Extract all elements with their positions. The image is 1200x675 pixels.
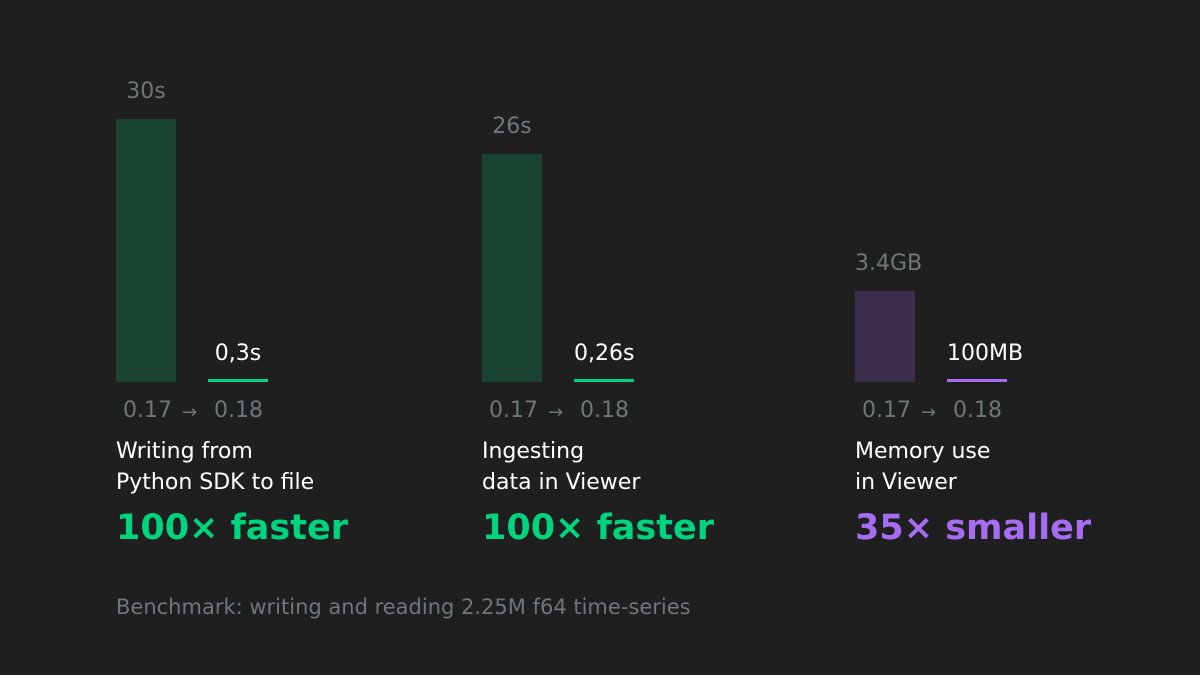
bar-new — [574, 379, 634, 382]
value-label-old: 3.4GB — [855, 251, 923, 276]
version-new: 0.18 — [214, 398, 263, 423]
headline: 35× smaller — [855, 508, 1092, 548]
bar-new — [208, 379, 268, 382]
arrow-icon: → — [921, 402, 937, 423]
headline: 100× faster — [482, 508, 714, 548]
value-label-old: 30s — [126, 79, 166, 104]
value-label-new: 0,3s — [214, 341, 262, 366]
arrow-icon: → — [548, 402, 564, 423]
description-line-1: Writing from — [116, 439, 253, 464]
version-new: 0.18 — [953, 398, 1002, 423]
description-line-2: Python SDK to file — [116, 470, 315, 495]
version-old: 0.17 — [123, 398, 172, 423]
description-line-1: Ingesting — [482, 439, 585, 464]
version-old: 0.17 — [489, 398, 538, 423]
value-label-new: 0,26s — [574, 341, 635, 366]
headline: 100× faster — [116, 508, 348, 548]
description-line-1: Memory use — [855, 439, 991, 464]
description-line-2: data in Viewer — [482, 470, 641, 495]
bar-old — [855, 291, 915, 382]
version-new: 0.18 — [580, 398, 629, 423]
arrow-icon: → — [182, 402, 198, 423]
value-label-old: 26s — [492, 114, 532, 140]
version-old: 0.17 — [862, 398, 911, 423]
footer-note: Benchmark: writing and reading 2.25M f64… — [116, 595, 691, 619]
bar-old — [116, 119, 176, 382]
bar-old — [482, 154, 542, 382]
description-line-2: in Viewer — [855, 470, 957, 495]
value-label-new: 100MB — [947, 341, 1024, 366]
bar-new — [947, 379, 1007, 382]
